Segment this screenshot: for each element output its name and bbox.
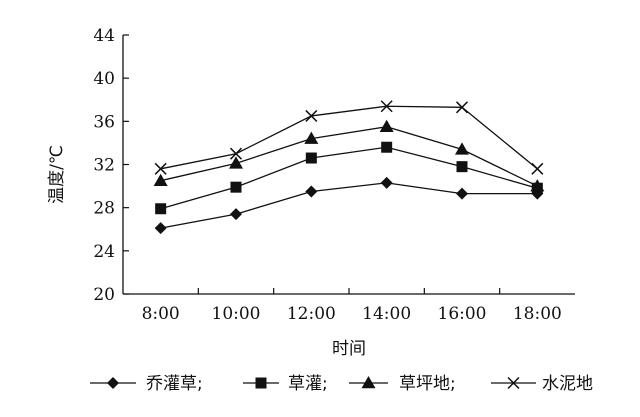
marker-x [455,101,469,114]
marker-square [456,161,468,173]
legend-item: 水泥地 [491,374,593,394]
y-tick-label: 36 [93,112,115,132]
y-tick-label: 44 [93,26,115,46]
series-line [160,126,538,187]
marker-x [507,376,520,390]
series-square [155,141,543,215]
x-tick-label: 10:00 [212,304,261,324]
marker-square [381,141,393,153]
legend-label: 乔灌草; [146,374,203,394]
marker-x [305,109,318,122]
marker-square [305,152,317,164]
x-ticks: 8:00 10:00 12:00 14:00 16:00 18:00 [142,288,562,324]
marker-x [154,162,167,175]
marker-square [255,377,267,389]
marker-triangle [379,119,394,132]
series-x [154,100,544,175]
marker-triangle [361,376,376,389]
axes: 20 24 28 32 36 40 44 8:00 10:00 12:00 14:00 16:00 1… [93,26,575,324]
legend-label: 水泥地 [542,374,593,394]
y-tick-label: 32 [93,156,115,176]
series-line [160,182,538,229]
legend-item: 草灌; [243,374,328,394]
marker-triangle [304,131,319,144]
marker-triangle [153,173,168,186]
marker-triangle [530,179,545,192]
marker-x [531,162,544,175]
marker-square [230,181,242,193]
series-triangle [153,119,545,192]
marker-square [155,203,167,215]
x-tick-label: 12:00 [287,304,336,324]
marker-diamond [380,176,393,189]
marker-diamond [154,222,167,235]
marker-x [229,147,243,160]
series-line [160,105,538,170]
y-tick-label: 28 [93,199,115,219]
series-layer [153,100,545,235]
marker-diamond [107,377,119,389]
marker-triangle [229,156,243,169]
marker-diamond [230,208,242,221]
legend-item: 乔灌草; [90,374,203,394]
x-tick-label: 18:00 [513,304,562,324]
marker-triangle [455,142,469,155]
legend: 乔灌草; 草灌; 草坪地; 水泥地 [90,374,593,394]
series-diamond [154,176,544,235]
y-axis-title: 温度/℃ [47,145,67,204]
legend-label: 草灌; [288,374,328,394]
y-tick-label: 24 [93,242,115,262]
marker-x [380,100,393,113]
y-ticks: 20 24 28 32 36 40 44 [93,26,129,305]
y-tick-label: 40 [93,69,115,89]
x-tick-label: 8:00 [142,304,180,324]
series-line [160,146,538,210]
marker-diamond [456,187,468,200]
x-tick-label: 14:00 [362,304,411,324]
marker-diamond [305,185,318,198]
legend-label: 草坪地; [399,374,456,394]
x-axis-title: 时间 [332,339,366,359]
y-tick-label: 20 [93,285,115,305]
x-tick-label: 16:00 [438,304,487,324]
legend-item: 草坪地; [349,374,456,394]
